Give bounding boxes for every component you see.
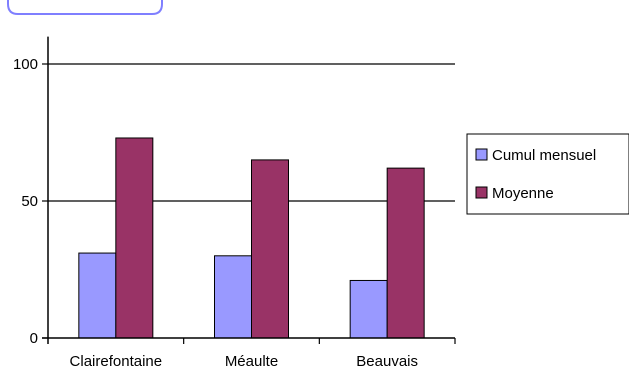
y-tick-label-0: 0 [30, 330, 38, 347]
x-tick-label-2: Beauvais [356, 353, 418, 370]
y-tick-label-100: 100 [13, 56, 38, 73]
legend-swatch-moyenne [475, 186, 488, 199]
legend: Cumul mensuel Moyenne [466, 133, 629, 215]
y-axis-ticks: 0 50 100 [13, 56, 48, 347]
title-frame-fragment [7, 0, 163, 15]
bars [78, 137, 425, 339]
legend-label-cumul-mensuel: Cumul mensuel [492, 147, 596, 164]
x-tick-label-0: Clairefontaine [70, 353, 163, 370]
x-axis-ticks: Clairefontaine Méaulte Beauvais [70, 338, 456, 370]
bar-moyenne-1 [251, 159, 289, 339]
bar-moyenne-2 [386, 167, 425, 339]
x-tick-label-1: Méaulte [225, 353, 278, 370]
bar-cumul-mensuel-1 [214, 255, 252, 339]
bar-cumul-mensuel-2 [349, 279, 388, 339]
legend-frame [466, 133, 629, 215]
legend-label-moyenne: Moyenne [492, 185, 554, 202]
y-tick-label-50: 50 [21, 193, 38, 210]
bar-moyenne-0 [115, 137, 154, 339]
legend-swatch-cumul-mensuel [475, 148, 488, 161]
bar-cumul-mensuel-0 [78, 252, 117, 339]
